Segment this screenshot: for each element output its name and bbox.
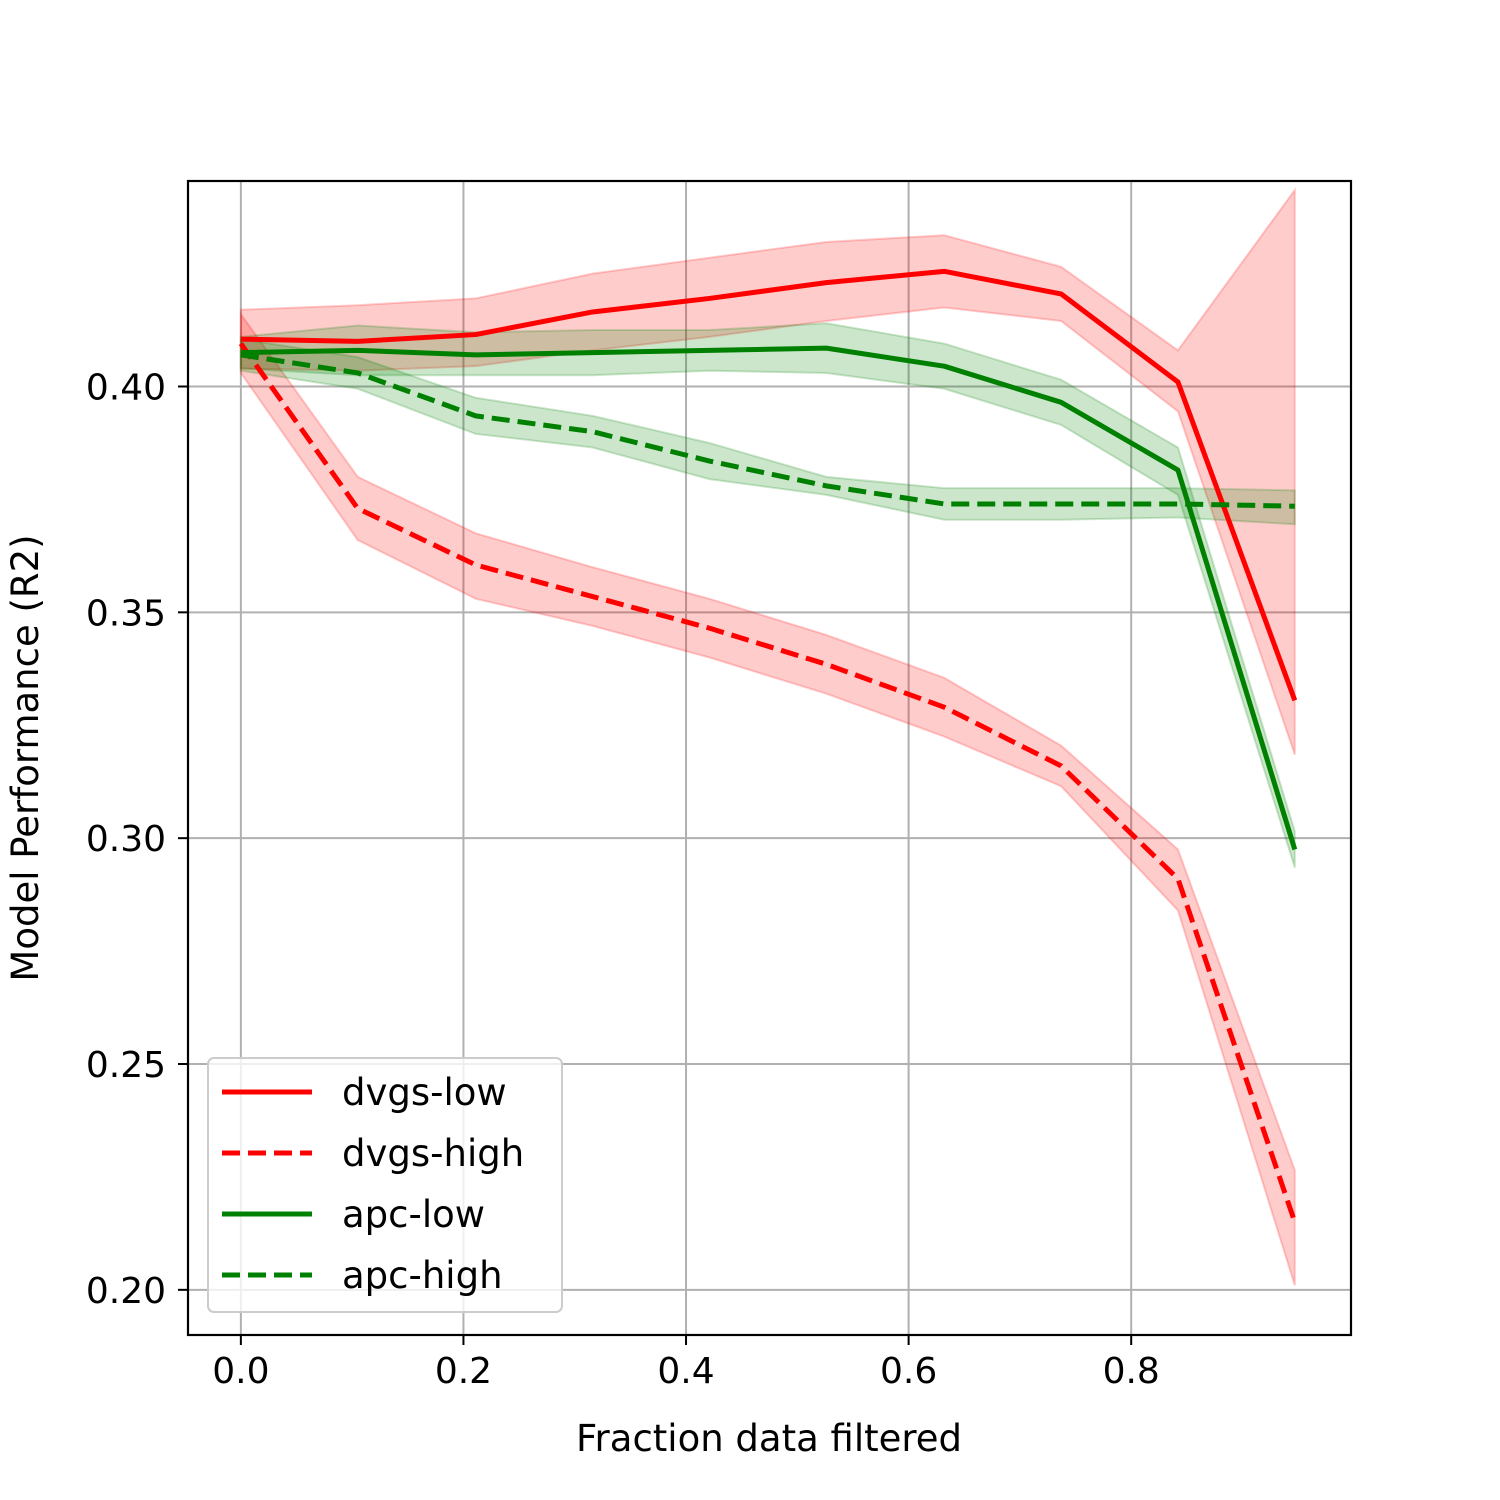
y-tick-label: 0.20 [86, 1271, 166, 1312]
series-line-apc-low [240, 345, 1298, 851]
legend: dvgs-low dvgs-high apc-low apc-high [207, 1057, 563, 1313]
legend-label-dvgs-high: dvgs-high [342, 1132, 524, 1175]
x-tick-label: 0.0 [212, 1351, 269, 1392]
legend-label-dvgs-low: dvgs-low [342, 1071, 507, 1114]
legend-box [207, 1057, 563, 1313]
x-tick-label: 0.4 [657, 1351, 714, 1392]
series-line-dvgs-high [238, 342, 1298, 1223]
band-dvgs-high [239, 311, 1296, 1286]
x-tick-label: 0.8 [1103, 1351, 1160, 1392]
y-tick-label: 0.35 [86, 593, 166, 634]
x-axis-label: Fraction data filtered [576, 1417, 962, 1460]
band-apc-low [239, 322, 1296, 868]
y-tick-label: 0.40 [86, 368, 166, 409]
axis-ticks: 0.0 0.2 0.4 0.6 0.8 0.20 0.25 0.30 0.35 0.40 [86, 368, 1160, 1392]
legend-label-apc-high: apc-high [342, 1254, 503, 1297]
series-line-dvgs-low [240, 268, 1298, 702]
x-tick-label: 0.2 [435, 1351, 492, 1392]
legend-label-apc-low: apc-low [342, 1193, 485, 1236]
series-line-apc-high [240, 352, 1295, 509]
series-lines [238, 268, 1298, 1223]
plot-frame [186, 179, 1353, 1337]
y-tick-label: 0.30 [86, 819, 166, 860]
x-tick-label: 0.6 [880, 1351, 937, 1392]
y-tick-label: 0.25 [86, 1045, 166, 1086]
y-axis-label: Model Performance (R2) [4, 534, 47, 981]
grid [188, 181, 1351, 1335]
